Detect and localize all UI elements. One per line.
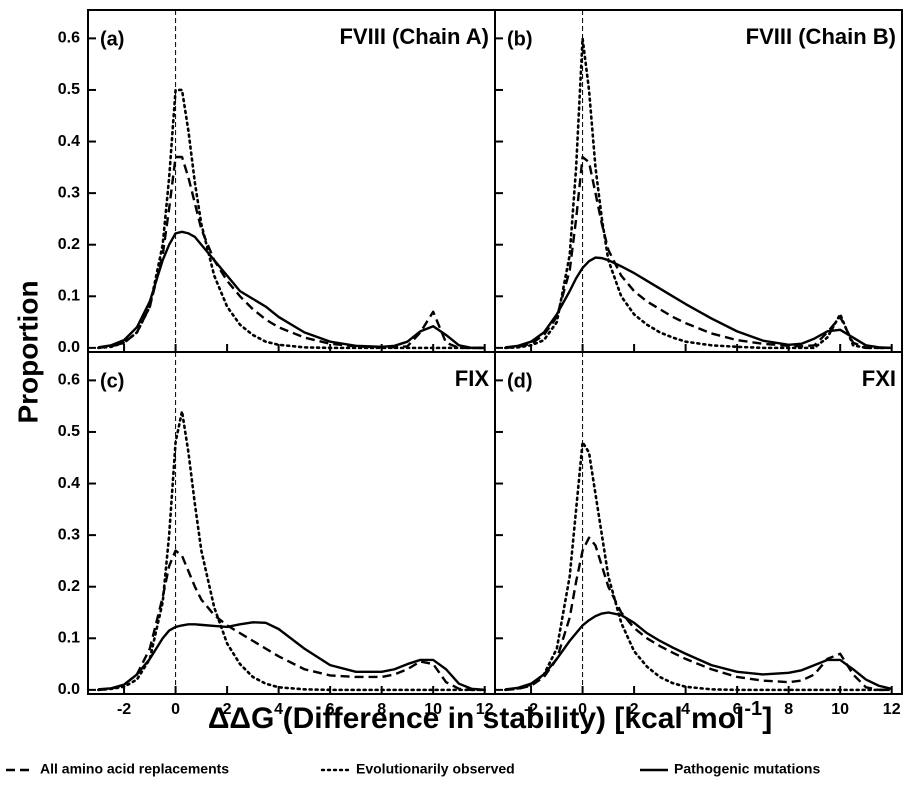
x-tick-label: 6 [326, 701, 335, 718]
y-tick-label: 0.5 [58, 423, 80, 440]
panel-frame [87, 351, 496, 695]
series-line [98, 155, 485, 350]
series-line [504, 37, 893, 350]
y-axis-label: Proportion [12, 280, 43, 423]
x-tick-label: 2 [223, 701, 232, 718]
panel-label: (c) [100, 370, 124, 392]
y-tick-label: 0.4 [58, 475, 80, 492]
x-tick-label: 2 [630, 701, 639, 718]
legend-label: All amino acid replacements [40, 761, 229, 777]
panel-title: FXI [862, 366, 896, 391]
panel-frame [494, 351, 903, 695]
y-tick-label: 0.5 [58, 81, 80, 98]
panel-title: FIX [455, 366, 490, 391]
y-tick-label: 0.3 [58, 184, 80, 201]
x-axis-label: ΔΔG (Difference in stability) [kcal mol-… [208, 698, 772, 735]
x-tick-label: 12 [883, 701, 901, 718]
y-tick-label: 0.4 [58, 133, 80, 150]
x-tick-label: 4 [274, 701, 283, 718]
y-tick-label: 0.0 [58, 681, 80, 698]
x-tick-label: 8 [377, 701, 386, 718]
series-line [97, 88, 486, 350]
panel-frame [494, 9, 903, 353]
series-line [504, 440, 893, 692]
x-tick-label: -2 [117, 701, 131, 718]
series-line [505, 536, 892, 692]
panel-label: (a) [100, 28, 124, 50]
x-axis-label-text: ΔΔG (Difference in stability) [kcal mol [208, 702, 745, 735]
x-tick-label: 12 [476, 701, 494, 718]
x-tick-label: -2 [524, 701, 538, 718]
series-line [98, 230, 485, 350]
x-tick-label: 10 [831, 701, 849, 718]
panel-label: (b) [507, 28, 533, 50]
x-tick-label: 0 [578, 701, 587, 718]
y-tick-label: 0.3 [58, 526, 80, 543]
series-line [98, 549, 485, 692]
series-line [505, 256, 892, 350]
legend-label: Evolutionarily observed [356, 761, 515, 777]
panel-label: (d) [507, 370, 533, 392]
y-tick-label: 0.6 [58, 372, 80, 389]
y-tick-label: 0.0 [58, 339, 80, 356]
y-tick-label: 0.1 [58, 630, 80, 647]
x-axis-label-suffix: ] [762, 702, 772, 735]
y-tick-label: 0.2 [58, 236, 80, 253]
x-axis-label-sup: -1 [744, 698, 762, 720]
series-line [505, 611, 892, 691]
x-tick-label: 6 [733, 701, 742, 718]
x-tick-label: 4 [681, 701, 690, 718]
y-tick-label: 0.6 [58, 30, 80, 47]
panel-title: FVIII (Chain B) [746, 24, 896, 49]
y-tick-label: 0.1 [58, 288, 80, 305]
series-line [98, 621, 485, 692]
x-tick-label: 10 [424, 701, 442, 718]
series-line [505, 155, 892, 350]
panel-title: FVIII (Chain A) [339, 24, 489, 49]
x-tick-label: 8 [784, 701, 793, 718]
legend-label: Pathogenic mutations [674, 761, 820, 777]
y-tick-label: 0.2 [58, 578, 80, 595]
series-line [97, 410, 486, 692]
x-tick-label: 0 [171, 701, 180, 718]
